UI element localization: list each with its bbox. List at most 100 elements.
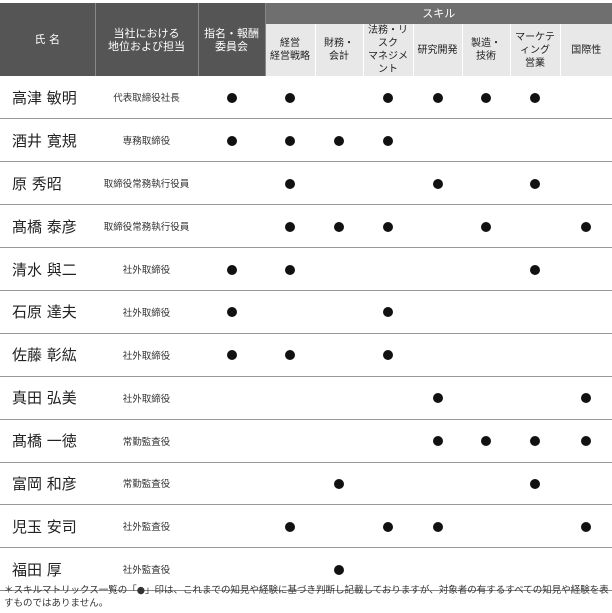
member-position: 取締役常務執行役員 [95,161,198,206]
dot-mark [334,478,344,489]
skill-cell [510,462,560,506]
dot-mark [226,350,237,361]
table-row: 髙橋 泰彦 取締役常務執行役員 [0,204,612,249]
skill-cell [560,333,612,377]
skill-cell [315,504,363,549]
dot-mark [285,264,295,275]
skill-cell [560,76,612,120]
skill-cell [265,462,315,506]
committee-cell [198,547,265,592]
skill-cell [265,376,315,420]
skill-cell [265,419,315,463]
dot-mark [285,135,295,146]
skill-cell [560,290,612,334]
skill-cell [265,247,315,291]
dot-mark [581,436,592,447]
member-position: 代表取締役社長 [95,76,198,120]
member-position: 社外取締役 [95,247,198,291]
skill-cell [560,504,612,549]
table-row: 髙橋 一徳 常勤監査役 [0,419,612,463]
member-position: 社外取締役 [95,376,198,420]
member-position: 社外監査役 [95,547,198,592]
skill-cell [510,161,560,206]
skill-cell [413,247,462,291]
skill-cell [265,204,315,249]
dot-mark [383,92,393,103]
skill-cell [560,462,612,506]
dot-mark [226,135,237,146]
skill-cell [413,76,462,120]
skill-cell [462,547,510,592]
skill-cell [560,161,612,206]
header-committee: 指名・報酬 委員会 [198,3,266,76]
skill-cell [315,118,363,163]
committee-cell [198,161,265,206]
header-skill-2: 法務・リスク マネジメント [362,24,413,76]
dot-mark [581,221,592,232]
member-name: 高津 敏明 [0,76,95,120]
committee-cell [198,204,265,249]
skill-cell [363,204,413,249]
member-name: 佐藤 彰紘 [0,333,95,377]
footnote: ＊スキルマトリックス一覧の「●」印は、これまでの知見や経験に基づき判断し記載して… [4,585,609,609]
member-position: 常勤監査役 [95,462,198,506]
table-row: 佐藤 彰紘 社外取締役 [0,333,612,377]
header-skill-5: マーケティング 営業 [509,24,560,76]
dot-mark [285,221,295,232]
skill-cell [265,76,315,120]
dot-mark [383,135,393,146]
skill-cell [462,462,510,506]
dot-mark [481,436,491,447]
dot-mark [285,92,295,103]
skill-cell [560,204,612,249]
skill-cell [413,547,462,592]
dot-mark [226,307,237,318]
skill-cell [315,76,363,120]
dot-mark [432,178,443,189]
dot-mark [383,521,393,532]
skill-cell [560,247,612,291]
dot-mark [226,264,237,275]
member-position: 取締役常務執行役員 [95,204,198,249]
table-row: 高津 敏明 代表取締役社長 [0,76,612,120]
skill-cell [560,419,612,463]
skill-cell [462,504,510,549]
skill-cell [265,547,315,592]
member-name: 清水 與二 [0,247,95,291]
skill-cell [462,161,510,206]
skill-cell [413,118,462,163]
skill-cell [510,290,560,334]
skill-matrix-table: 氏 名 当社における 地位および担当 指名・報酬 委員会 スキル 経営 経営戦略… [0,3,612,592]
header-position: 当社における 地位および担当 [95,3,199,76]
member-name: 福田 厚 [0,547,95,592]
skill-cell [363,376,413,420]
skill-cell [413,462,462,506]
member-name: 酒井 寛規 [0,118,95,163]
dot-mark [285,521,295,532]
table-row: 原 秀昭 取締役常務執行役員 [0,161,612,206]
skill-cell [560,118,612,163]
skill-cell [315,547,363,592]
dot-mark [481,92,491,103]
table-row: 福田 厚社外監査役 [0,547,612,592]
skill-cell [510,376,560,420]
skill-cell [363,419,413,463]
header-skill-3: 研究開発 [412,24,462,76]
skill-cell [462,290,510,334]
dot-mark [581,521,592,532]
skill-cell [510,333,560,377]
skill-cell [363,462,413,506]
dot-mark [530,178,540,189]
skill-cell [510,204,560,249]
skill-cell [363,290,413,334]
skill-cell [462,204,510,249]
skill-cell [413,419,462,463]
dot-mark [530,478,540,489]
committee-cell [198,76,265,120]
header-skill-4: 製造・ 技術 [461,24,510,76]
skill-cell [315,462,363,506]
skill-cell [462,76,510,120]
skill-cell [315,376,363,420]
dot-mark [334,135,344,146]
skill-cell [413,204,462,249]
